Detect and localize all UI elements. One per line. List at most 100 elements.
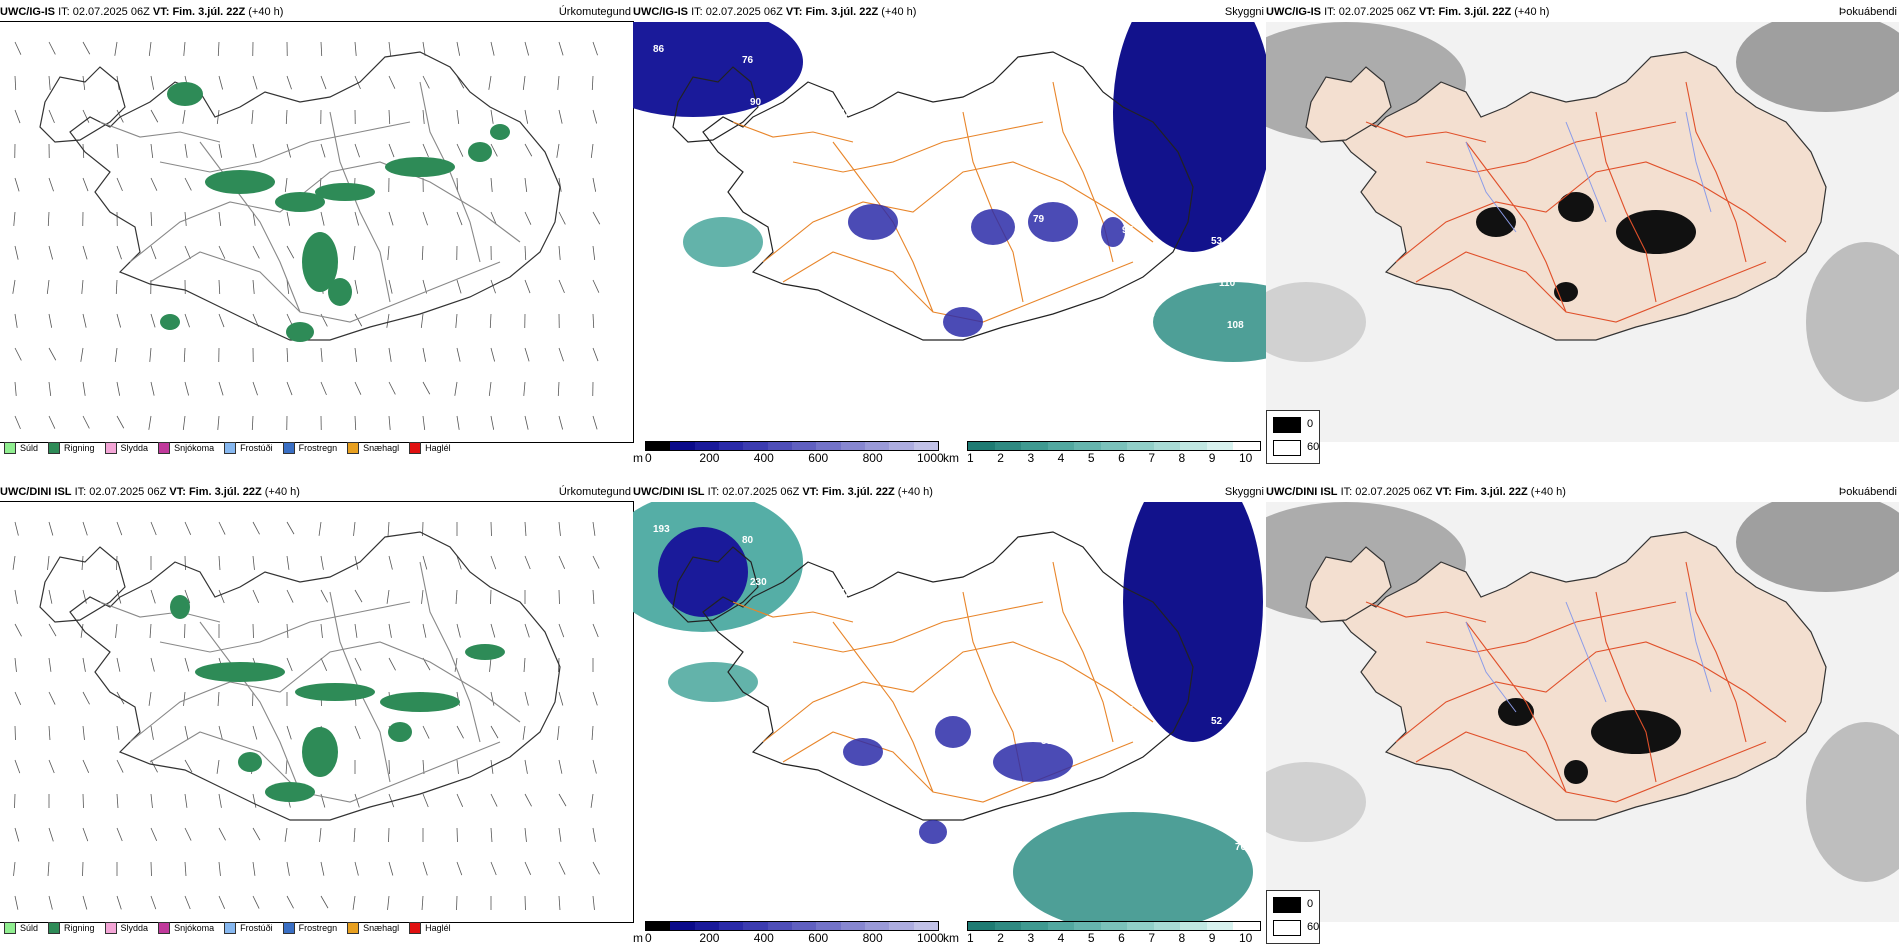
- legend-swatch: [282, 442, 295, 454]
- cloud-base-label: 274: [718, 769, 735, 780]
- legend-label: Súld: [20, 923, 39, 933]
- cloud-base-label: 155: [1017, 610, 1034, 621]
- cloud-base-label: 83: [1041, 736, 1053, 747]
- wind-barb: [592, 861, 600, 875]
- wind-barb: [116, 313, 122, 328]
- cloud-base-label: 97: [1122, 225, 1134, 236]
- cloud-base-label: 77: [831, 66, 843, 77]
- cloud-base-label: 71: [1114, 183, 1126, 194]
- valid-time: Fim. 3.júl. 22Z: [1438, 6, 1512, 18]
- road-line: [1395, 641, 1787, 743]
- colorbar-tick-label: 4: [1057, 451, 1065, 465]
- wind-barb: [388, 109, 391, 125]
- wind-barb: [454, 381, 458, 396]
- wind-barb: [421, 895, 424, 910]
- wind-barb: [116, 415, 125, 429]
- wind-barb: [353, 521, 356, 536]
- wind-barb: [115, 279, 118, 295]
- colorbar-tick-label: 8: [1178, 451, 1186, 465]
- wind-barb: [82, 177, 89, 192]
- wind-barb: [116, 657, 121, 672]
- wind-barb: [422, 75, 430, 89]
- wind-barb: [252, 521, 260, 535]
- wind-barb: [48, 895, 53, 910]
- rain-area: [275, 192, 325, 212]
- wind-barb: [82, 381, 86, 396]
- wind-barb: [557, 725, 560, 740]
- rain-area: [160, 314, 180, 330]
- cloud-base-colorbar: m 0 200 400 600 800 1000: [633, 917, 944, 947]
- wind-barb: [48, 75, 51, 90]
- iceland-map: [1226, 12, 1900, 442]
- cloud-base-label: 90: [750, 97, 762, 108]
- wind-barb: [422, 861, 428, 876]
- wind-barb: [184, 177, 192, 191]
- wind-barb: [422, 759, 425, 774]
- panel-title: Þokuábendi: [1838, 6, 1897, 18]
- precip-type-legend: Súld Rigning Slydda Snjókoma Frostúði Frostre…: [4, 437, 451, 459]
- wind-barb: [387, 521, 390, 536]
- wind-barb: [48, 313, 53, 328]
- rain-area: [295, 683, 375, 701]
- wind-barb: [352, 895, 356, 910]
- rain-area: [286, 322, 314, 342]
- colorbar-step: [694, 442, 719, 450]
- cloud-base-label: 72: [920, 77, 932, 88]
- road-line: [962, 111, 1024, 303]
- visibility-colorbar: km 1 2 3 4 5 6 7 8 9 10: [943, 437, 1265, 467]
- wind-barb: [320, 41, 323, 57]
- wind-barb: [150, 143, 154, 158]
- low-cloud-patch: [843, 738, 883, 766]
- colorbar-tick-label: 200: [699, 931, 720, 945]
- wind-barb: [286, 895, 294, 909]
- valid-time: Fim. 3.júl. 22Z: [821, 486, 895, 498]
- wind-barb: [116, 793, 119, 808]
- road-line: [419, 561, 481, 743]
- wind-barb: [456, 759, 459, 774]
- wind-barb: [252, 381, 258, 396]
- wind-barb: [150, 793, 153, 808]
- road-line: [1395, 161, 1787, 263]
- road-line: [1685, 561, 1747, 743]
- fog-map: [1226, 12, 1900, 442]
- legend-label: Súld: [20, 443, 39, 453]
- colorbar-tick-label: 1000: [917, 931, 944, 945]
- cloud-base-label: 86: [1106, 621, 1118, 632]
- wind-barb: [252, 143, 257, 158]
- wind-barb: [252, 725, 258, 740]
- colorbar-tick-label: 0: [645, 451, 652, 465]
- legend-label: Snjókoma: [174, 923, 215, 933]
- road-line: [1415, 251, 1767, 323]
- wind-barb: [48, 347, 57, 361]
- cloud-field: [683, 217, 763, 267]
- wind-barb: [558, 793, 567, 807]
- panel-title: Úrkomutegund: [558, 6, 631, 18]
- wind-barb: [82, 521, 88, 536]
- wind-barb: [12, 279, 16, 294]
- wind-barb: [421, 245, 424, 261]
- colorbar-unit: m: [633, 451, 643, 465]
- wind-barb: [490, 623, 496, 638]
- iceland-map: [12, 521, 600, 911]
- lead-time: (+40 h): [248, 6, 284, 18]
- top-fog-panel: UWC/IG-IS IT: 02.07.2025 06Z VT: Fim. 3.…: [1226, 0, 1900, 470]
- colorbar-step: [816, 442, 841, 450]
- wind-barb: [82, 657, 86, 672]
- wind-barb: [558, 861, 566, 875]
- colorbar-step: [718, 922, 744, 930]
- wind-barb: [456, 725, 464, 739]
- wind-barb: [318, 521, 322, 536]
- issue-time: 02.07.2025 06Z: [705, 6, 783, 18]
- wind-barb: [456, 279, 462, 294]
- wind-barb: [422, 143, 429, 158]
- wind-barb: [286, 347, 289, 363]
- colorbar-step: [994, 442, 1022, 450]
- road-line: [159, 121, 411, 173]
- cloud-base-label: 72: [944, 203, 956, 214]
- wind-barb: [592, 109, 598, 124]
- wind-barb: [116, 725, 120, 740]
- wind-barb: [286, 657, 293, 672]
- wind-barb: [48, 415, 56, 429]
- fog-field: [1806, 242, 1900, 402]
- wind-barb: [150, 725, 154, 740]
